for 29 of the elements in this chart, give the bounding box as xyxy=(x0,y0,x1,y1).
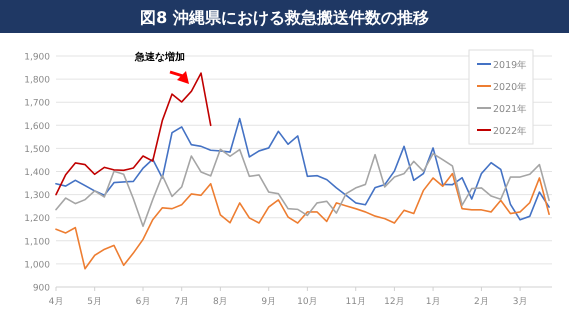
y-tick-label: 900 xyxy=(32,284,50,294)
y-tick-label: 1,500 xyxy=(24,144,50,155)
x-tick-label: 10月 xyxy=(297,297,318,307)
x-tick-label: 7月 xyxy=(174,297,190,307)
y-tick-label: 1,000 xyxy=(24,260,50,270)
y-tick-label: 1,100 xyxy=(24,237,50,248)
x-tick-label: 11月 xyxy=(346,297,366,307)
y-tick-label: 1,300 xyxy=(24,191,50,202)
x-tick-label: 3月 xyxy=(512,297,528,307)
legend-label: 2021年 xyxy=(493,103,528,115)
y-tick-label: 1,900 xyxy=(24,52,50,62)
y-tick-label: 1,800 xyxy=(24,76,50,86)
y-tick-label: 1,600 xyxy=(24,122,50,132)
annotation: 急速な増加 xyxy=(135,52,185,63)
y-tick-label: 1,400 xyxy=(24,168,50,178)
x-tick-label: 2月 xyxy=(474,297,489,307)
legend-label: 2019年 xyxy=(493,59,528,71)
legend-label: 2022年 xyxy=(493,125,528,137)
x-tick-label: 8月 xyxy=(213,297,228,307)
x-tick-label: 6月 xyxy=(136,297,150,307)
x-tick-label: 9月 xyxy=(261,297,276,307)
legend-label: 2020年 xyxy=(493,81,528,93)
x-tick-label: 5月 xyxy=(87,297,102,307)
y-tick-label: 1,200 xyxy=(24,214,50,224)
x-tick-label: 12月 xyxy=(384,297,405,307)
title: 図8 沖縄県における救急搬送件数の推移 xyxy=(140,8,429,27)
x-tick-label: 1月 xyxy=(426,297,440,307)
x-tick-label: 4月 xyxy=(48,297,64,307)
y-tick-label: 1,700 xyxy=(24,98,50,109)
